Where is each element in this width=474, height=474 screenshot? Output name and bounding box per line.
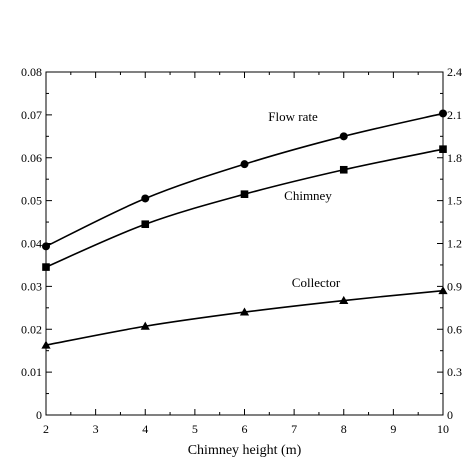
x-tick-label: 3 (93, 422, 99, 436)
annotation-flow-rate: Flow rate (268, 109, 318, 124)
y-right-tick-label: 2.1 (447, 108, 462, 122)
x-tick-label: 4 (142, 422, 148, 436)
x-tick-label: 9 (390, 422, 396, 436)
data-point-flow-rate (240, 160, 249, 169)
data-point-chimney (439, 145, 447, 153)
y-right-tick-label: 1.2 (447, 237, 462, 251)
x-tick-label: 5 (192, 422, 198, 436)
data-point-flow-rate (439, 109, 447, 118)
data-point-chimney (141, 220, 150, 229)
y-left-tick-label: 0.03 (21, 279, 42, 293)
annotation-chimney: Chimney (284, 188, 332, 203)
y-left-tick-label: 0.01 (21, 365, 42, 379)
plot-frame (45, 71, 444, 416)
y-right-tick-label: 1.5 (447, 194, 462, 208)
data-point-collector (239, 307, 250, 316)
data-point-collector (140, 321, 150, 330)
data-point-chimney (339, 165, 348, 174)
x-tick-label: 8 (341, 422, 347, 436)
y-right-tick-label: 0 (447, 408, 453, 422)
x-tick-label: 6 (242, 422, 248, 436)
data-point-chimney (240, 190, 249, 198)
data-point-collector (41, 340, 51, 349)
series-line-collector (45, 289, 444, 346)
y-right-tick-label: 0.6 (447, 322, 462, 336)
data-point-collector (339, 295, 349, 304)
series-line-flow-rate (45, 112, 444, 248)
y-right-tick-label: 2.4 (447, 65, 462, 79)
data-point-chimney (42, 263, 50, 271)
data-point-flow-rate (141, 194, 150, 203)
data-point-collector (438, 286, 448, 295)
y-left-tick-label: 0.08 (21, 65, 42, 79)
ticks: 2 3 4 5 6 7 8 9 1000.010.020.030.040.050.060.070… (21, 65, 462, 436)
y-left-tick-label: 0.02 (21, 322, 42, 336)
y-right-tick-label: 0.3 (447, 365, 462, 379)
y-right-tick-label: 0.9 (447, 279, 462, 293)
y-right-tick-label: 1.8 (447, 151, 462, 165)
data-point-flow-rate (42, 242, 50, 251)
y-left-tick-label: 0.07 (21, 108, 42, 122)
x-tick-label: 10 (437, 422, 449, 436)
data-point-flow-rate (339, 132, 348, 141)
x-tick-label: 7 (291, 422, 297, 436)
y-left-tick-label: 0.05 (21, 194, 42, 208)
y-left-tick-label: 0.04 (21, 237, 42, 251)
annotation-collector: Collector (292, 275, 341, 290)
y-left-tick-label: 0 (36, 408, 42, 422)
series-layer: Flow rate Chimney Collector (41, 109, 448, 349)
y-left-tick-label: 0.06 (21, 151, 42, 165)
x-tick-label: 2 (43, 422, 49, 436)
x-axis-title: Chimney height (m) (188, 443, 302, 458)
